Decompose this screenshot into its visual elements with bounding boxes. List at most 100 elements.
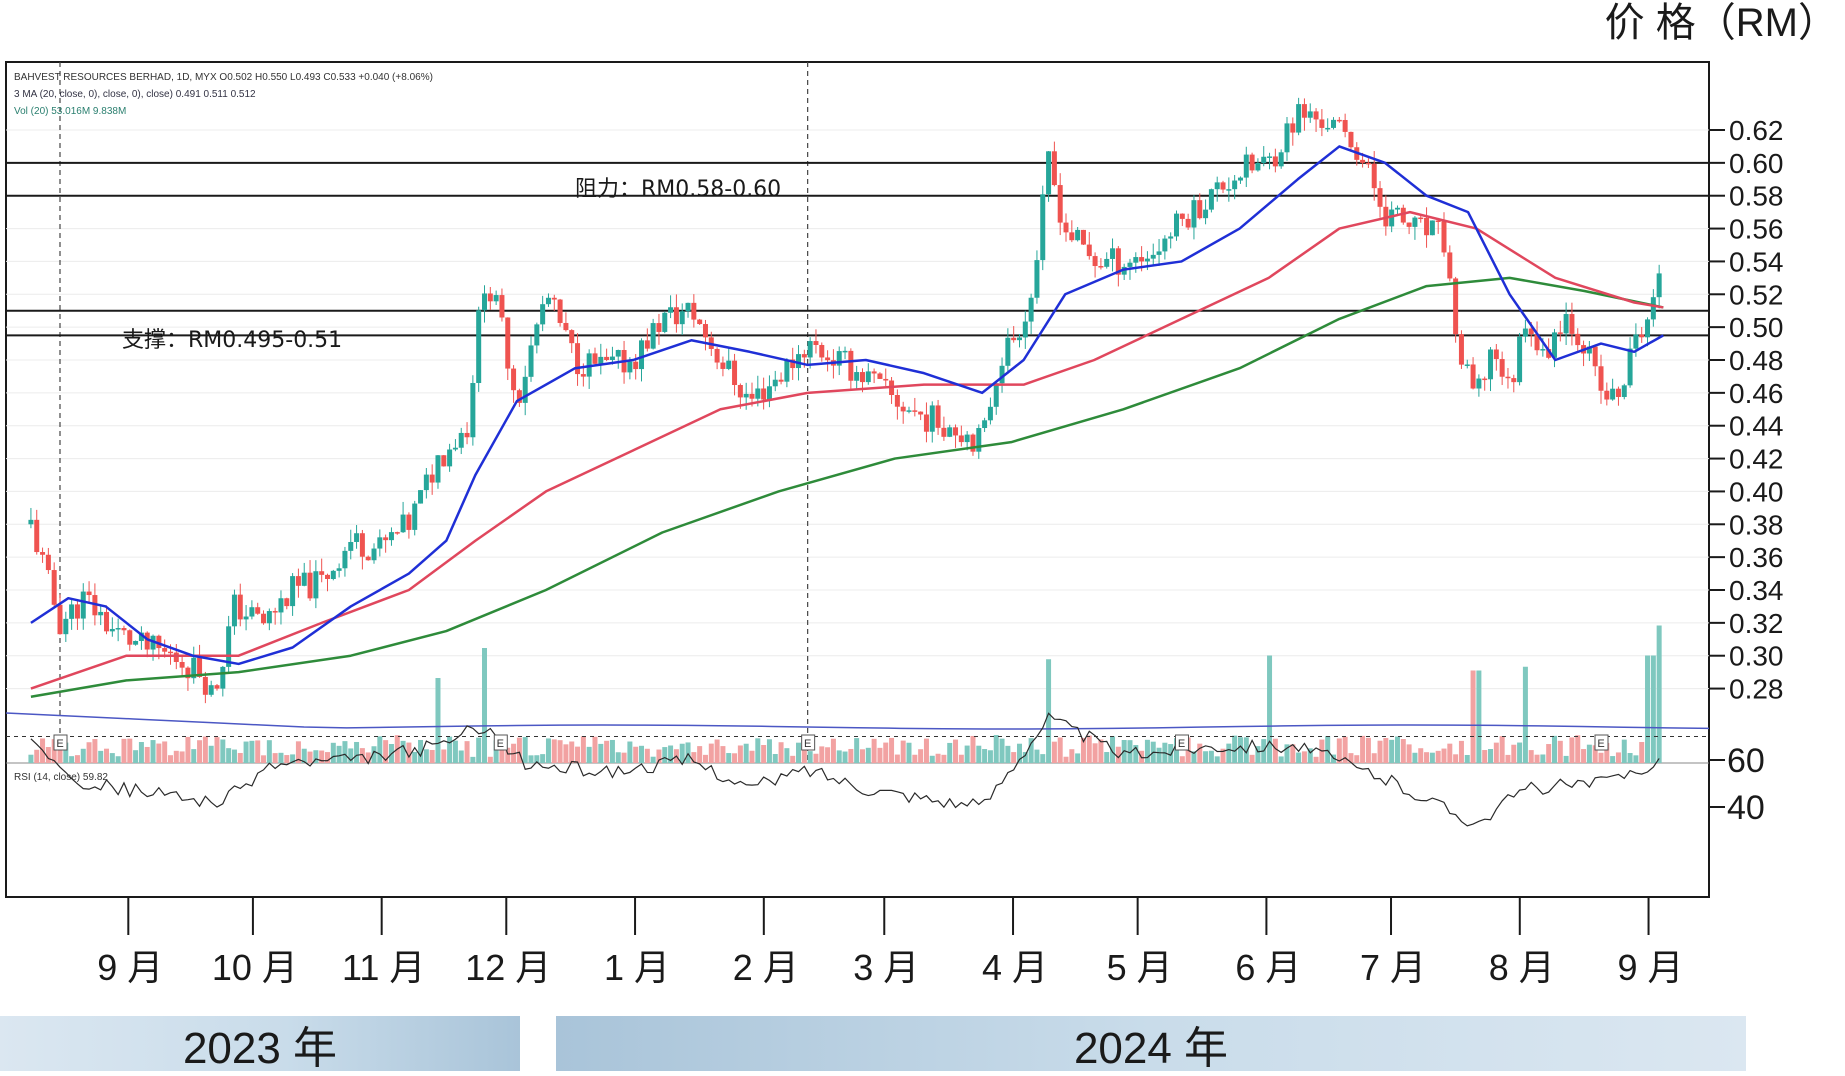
volume-bar xyxy=(202,736,208,763)
volume-bar xyxy=(743,743,749,763)
candle-body xyxy=(755,388,761,399)
candle-body xyxy=(726,360,732,369)
volume-bar xyxy=(1220,748,1226,763)
volume-bar xyxy=(1040,754,1046,763)
volume-bar xyxy=(1528,750,1534,763)
volume-bar xyxy=(790,755,796,763)
volume-bar xyxy=(412,751,418,763)
volume-bar xyxy=(639,745,645,763)
candle-body xyxy=(319,571,325,575)
volume-bar xyxy=(1278,756,1284,763)
volume-bar xyxy=(452,740,458,763)
candle-body xyxy=(162,648,168,652)
volume-bar xyxy=(330,742,336,763)
year-label-2024: 2024 年 xyxy=(556,1016,1746,1073)
volume-bar xyxy=(1255,746,1261,763)
volume-bar xyxy=(1476,670,1482,763)
candle-body xyxy=(1092,256,1098,267)
candle-body xyxy=(1325,127,1331,130)
y-tick-label: 0.28 xyxy=(1729,674,1784,705)
volume-bar xyxy=(999,738,1005,763)
rsi-tick-label: 60 xyxy=(1727,742,1765,780)
candle-body xyxy=(1249,154,1255,171)
volume-bar xyxy=(1645,655,1651,763)
volume-bar xyxy=(1080,737,1086,763)
volume-bar xyxy=(447,736,453,763)
volume-bar xyxy=(423,749,429,763)
candle-body xyxy=(1156,251,1162,255)
ma-mid-line xyxy=(30,210,1664,690)
candle-body xyxy=(104,611,110,632)
candle-body xyxy=(511,368,517,391)
candle-body xyxy=(918,411,924,415)
volume-bar xyxy=(772,754,778,763)
candle-body xyxy=(1139,257,1145,262)
candle-body xyxy=(947,427,953,437)
volume-bar xyxy=(156,743,162,763)
candle-body xyxy=(1546,349,1552,358)
volume-bar xyxy=(1511,744,1517,763)
candle-body xyxy=(57,604,63,635)
candle-body xyxy=(1400,207,1406,223)
candle-body xyxy=(1051,151,1057,186)
x-tick-label: 7 月 xyxy=(1360,947,1426,988)
volume-bar xyxy=(243,741,249,763)
candle-body xyxy=(772,379,778,387)
x-tick-label: 8 月 xyxy=(1489,947,1555,988)
candle-body xyxy=(1144,258,1150,262)
volume-bar xyxy=(854,738,860,763)
candle-body xyxy=(237,594,243,620)
candle-body xyxy=(865,371,871,383)
volume-bar xyxy=(650,756,656,763)
volume-bar xyxy=(1464,754,1470,763)
volume-bar xyxy=(1488,749,1494,763)
volume-bar xyxy=(1540,754,1546,763)
volume-bar xyxy=(313,750,319,763)
candle-body xyxy=(74,604,80,619)
volume-bar xyxy=(249,740,255,763)
candle-body xyxy=(836,351,842,366)
candle-body xyxy=(1424,217,1430,236)
earnings-letter: E xyxy=(56,738,63,750)
y-tick-label: 0.36 xyxy=(1729,542,1784,573)
volume-bar xyxy=(493,740,499,763)
volume-bar xyxy=(1389,739,1395,763)
volume-bar xyxy=(848,748,854,763)
candle-body xyxy=(668,307,674,313)
candle-body xyxy=(953,427,959,436)
x-tick-label: 4 月 xyxy=(982,947,1048,988)
candle-body xyxy=(1604,390,1610,400)
candle-body xyxy=(1645,319,1651,338)
earnings-badge xyxy=(53,734,68,751)
volume-bar xyxy=(1418,748,1424,763)
volume-bar xyxy=(57,750,63,763)
y-tick-label: 0.58 xyxy=(1729,181,1784,212)
candle-body xyxy=(156,635,162,649)
candle-body xyxy=(1208,189,1214,210)
candle-body xyxy=(790,359,796,369)
candle-body xyxy=(290,576,296,607)
volume-bar xyxy=(1569,737,1575,763)
candle-body xyxy=(633,361,639,370)
volume-bar xyxy=(755,738,761,763)
volume-bar xyxy=(429,749,435,763)
volume-bar xyxy=(604,740,610,763)
candle-body xyxy=(63,618,69,635)
volume-bar xyxy=(569,741,575,763)
y-axis-ticks: 0.280.300.320.340.360.380.400.420.440.46… xyxy=(1709,115,1784,827)
candle-body xyxy=(1115,248,1121,275)
volume-bar xyxy=(487,756,493,763)
candle-body xyxy=(737,385,743,398)
y-tick-label: 0.38 xyxy=(1729,509,1784,540)
candle-body xyxy=(1075,229,1081,241)
candle-body xyxy=(627,361,633,373)
y-tick-label: 0.42 xyxy=(1729,444,1784,475)
candle-body xyxy=(569,330,575,344)
volume-bar xyxy=(458,750,464,763)
volume-bar xyxy=(691,752,697,763)
candle-body xyxy=(98,611,104,616)
earnings-badge xyxy=(1174,734,1189,751)
candle-body xyxy=(1168,236,1174,239)
candle-body xyxy=(1412,217,1418,227)
candle-body xyxy=(749,393,755,399)
